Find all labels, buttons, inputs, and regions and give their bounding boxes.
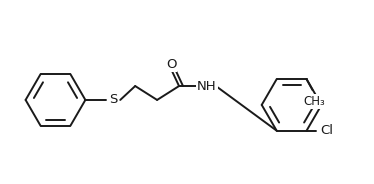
- Text: NH: NH: [197, 79, 217, 93]
- Text: CH₃: CH₃: [304, 95, 325, 108]
- Text: O: O: [166, 58, 176, 71]
- Text: S: S: [109, 93, 117, 106]
- Text: Cl: Cl: [321, 124, 334, 137]
